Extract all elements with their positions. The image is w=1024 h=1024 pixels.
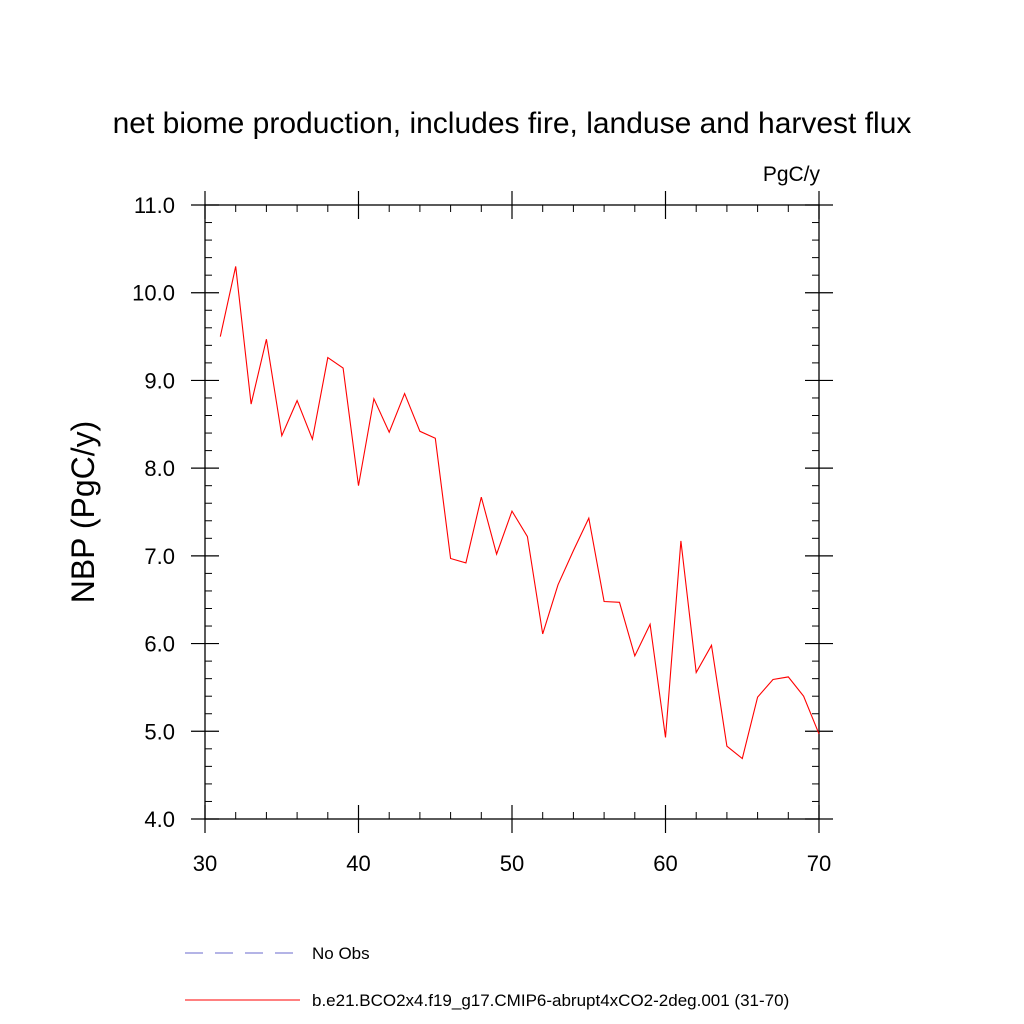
legend-label: No Obs bbox=[312, 944, 370, 963]
x-tick-label: 40 bbox=[346, 851, 370, 876]
x-tick-label: 30 bbox=[193, 851, 217, 876]
y-tick-label: 11.0 bbox=[134, 193, 175, 218]
x-tick-label: 70 bbox=[807, 851, 831, 876]
y-tick-label: 9.0 bbox=[144, 368, 175, 393]
y-tick-label: 4.0 bbox=[144, 807, 175, 832]
x-tick-label: 50 bbox=[500, 851, 524, 876]
legend: No Obs b.e21.BCO2x4.f19_g17.CMIP6-abrupt4… bbox=[185, 944, 789, 1010]
series-line bbox=[219, 266, 820, 760]
y-tick-label: 8.0 bbox=[144, 456, 175, 481]
x-tick-label: 60 bbox=[653, 851, 677, 876]
x-axis-ticks: 30 40 50 60 70 bbox=[193, 191, 831, 876]
y-tick-label: 7.0 bbox=[144, 544, 175, 569]
chart-title: net biome production, includes fire, lan… bbox=[113, 107, 912, 140]
series-layer bbox=[219, 266, 820, 760]
y-tick-label: 10.0 bbox=[132, 281, 175, 306]
y-axis-label: NBP (PgC/y) bbox=[65, 421, 101, 604]
y-axis-ticks: 4.0 5.0 6.0 7.0 8.0 9.0 10.0 11.0 bbox=[132, 193, 833, 832]
y-tick-label: 5.0 bbox=[144, 719, 175, 744]
units-label: PgC/y bbox=[763, 163, 821, 186]
minor-ticks bbox=[205, 205, 819, 819]
legend-label: b.e21.BCO2x4.f19_g17.CMIP6-abrupt4xCO2-2… bbox=[312, 991, 789, 1010]
y-tick-label: 6.0 bbox=[144, 632, 175, 657]
